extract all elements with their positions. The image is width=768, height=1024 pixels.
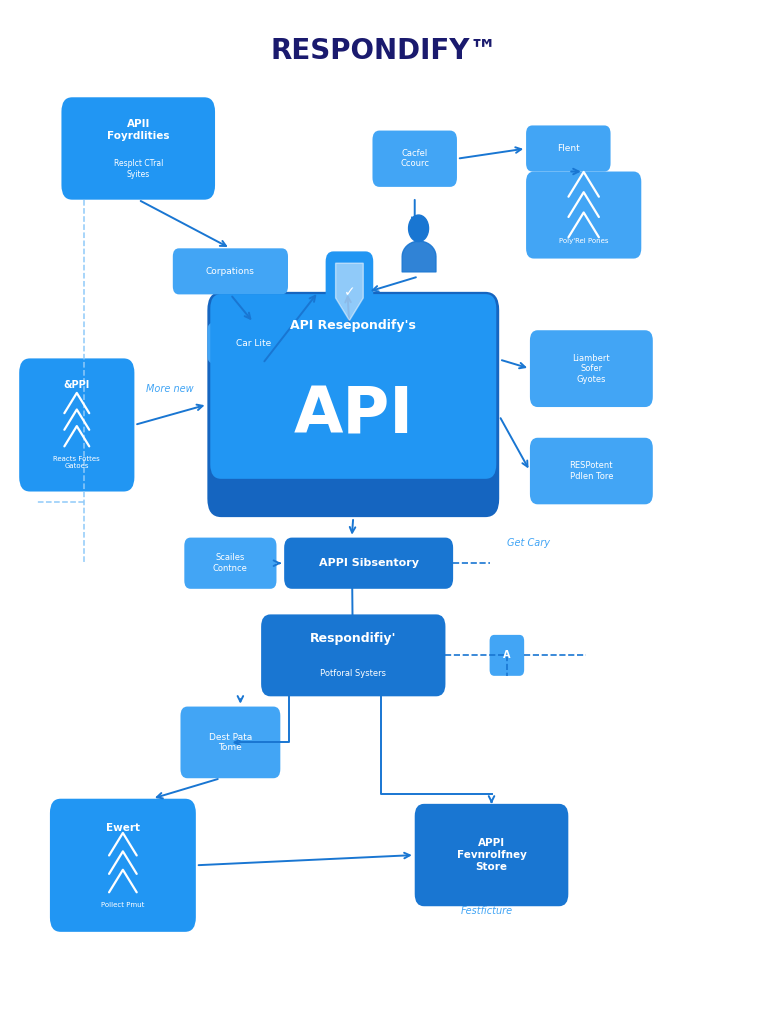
FancyBboxPatch shape	[207, 323, 300, 364]
Text: Corpations: Corpations	[206, 267, 255, 275]
FancyBboxPatch shape	[261, 614, 445, 696]
Polygon shape	[336, 263, 363, 321]
FancyBboxPatch shape	[326, 252, 373, 328]
Text: API Resepondify's: API Resepondify's	[290, 319, 416, 332]
Text: RESPONDIFY™: RESPONDIFY™	[270, 37, 498, 66]
Text: APPI Sibsentory: APPI Sibsentory	[319, 558, 419, 568]
Text: Resplct CTral
Syites: Resplct CTral Syites	[114, 160, 163, 178]
FancyBboxPatch shape	[19, 358, 134, 492]
Text: Get Cary: Get Cary	[507, 538, 550, 548]
Text: Ewert: Ewert	[106, 823, 140, 833]
Text: Scailes
Contnce: Scailes Contnce	[213, 554, 248, 572]
FancyBboxPatch shape	[210, 294, 496, 479]
FancyBboxPatch shape	[526, 171, 641, 258]
FancyBboxPatch shape	[50, 799, 196, 932]
Text: Flent: Flent	[557, 144, 580, 153]
FancyBboxPatch shape	[173, 248, 288, 295]
FancyBboxPatch shape	[490, 635, 525, 676]
Text: &PPI: &PPI	[64, 380, 90, 390]
Text: Liambert
Sofer
Gyotes: Liambert Sofer Gyotes	[573, 353, 610, 384]
FancyBboxPatch shape	[415, 804, 568, 906]
Text: RESPotent
Pdlen Tore: RESPotent Pdlen Tore	[570, 462, 613, 480]
Text: Reacts Fottes
Gatoes: Reacts Fottes Gatoes	[54, 456, 100, 469]
Text: APPI
Fevnrolfney
Store: APPI Fevnrolfney Store	[457, 839, 526, 871]
Text: Pollect Pmut: Pollect Pmut	[101, 902, 144, 908]
Text: A: A	[503, 650, 511, 660]
FancyBboxPatch shape	[372, 130, 457, 186]
Text: Poly'Rel Pones: Poly'Rel Pones	[559, 239, 608, 244]
FancyBboxPatch shape	[180, 707, 280, 778]
FancyBboxPatch shape	[530, 330, 653, 407]
Text: More new: More new	[146, 384, 194, 394]
Text: Car Lite: Car Lite	[236, 339, 271, 347]
FancyBboxPatch shape	[207, 292, 499, 517]
FancyBboxPatch shape	[526, 125, 611, 171]
Text: Festficture: Festficture	[461, 906, 513, 916]
FancyBboxPatch shape	[284, 538, 453, 589]
Text: APII
Foyrdlities: APII Foyrdlities	[107, 119, 170, 141]
Text: ✓: ✓	[343, 285, 356, 299]
Circle shape	[409, 215, 429, 242]
FancyBboxPatch shape	[61, 97, 215, 200]
Text: Dest Pata
Tome: Dest Pata Tome	[209, 733, 252, 752]
FancyBboxPatch shape	[530, 438, 653, 504]
Text: Potforal Systers: Potforal Systers	[320, 669, 386, 678]
FancyBboxPatch shape	[184, 538, 276, 589]
Text: Respondifiy': Respondifiy'	[310, 633, 396, 645]
Text: Cacfel
Ccourc: Cacfel Ccourc	[400, 150, 429, 168]
Text: API: API	[293, 385, 413, 446]
